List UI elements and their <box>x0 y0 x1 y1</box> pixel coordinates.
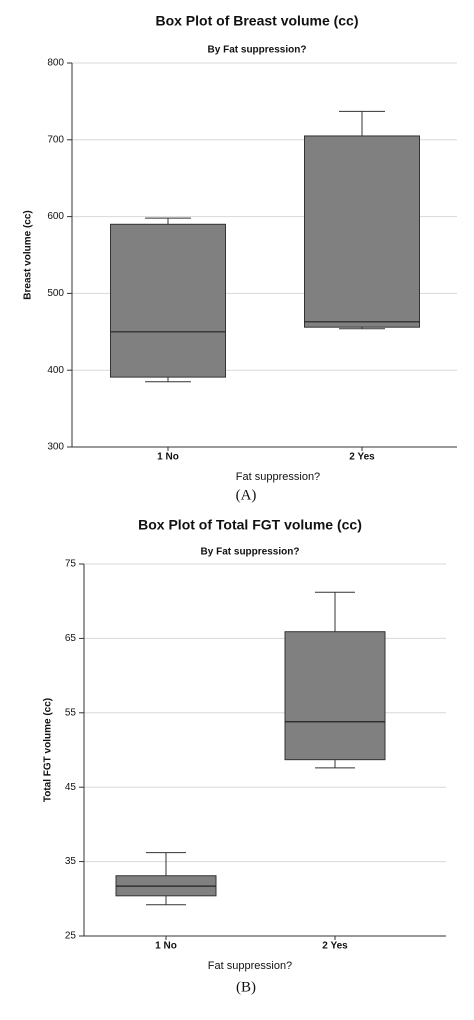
chart-title: Box Plot of Breast volume (cc) <box>155 13 358 29</box>
box <box>304 135 420 328</box>
x-tick-label: 2 Yes <box>322 941 348 952</box>
y-tick-label: 75 <box>65 559 77 570</box>
x-tick-label: 2 Yes <box>349 452 375 463</box>
y-tick-label: 800 <box>47 58 64 69</box>
y-tick-label: 35 <box>65 856 77 867</box>
x-axis-label: Fat suppression? <box>236 471 320 483</box>
chart-title: Box Plot of Total FGT volume (cc) <box>138 517 362 533</box>
y-axis-label: Breast volume (cc) <box>23 210 34 299</box>
x-tick-label: 1 No <box>157 452 179 463</box>
y-tick-label: 55 <box>65 707 77 718</box>
box <box>284 631 386 761</box>
y-tick-label: 25 <box>65 931 77 942</box>
y-tick-label: 600 <box>47 211 64 222</box>
chart-subtitle: By Fat suppression? <box>201 547 300 558</box>
y-axis-label: Total FGT volume (cc) <box>43 698 54 802</box>
y-tick-label: 300 <box>47 442 64 453</box>
y-tick-label: 700 <box>47 134 64 145</box>
caption: (B) <box>236 979 256 995</box>
x-axis-label: Fat suppression? <box>208 960 292 972</box>
caption: (A) <box>236 487 257 503</box>
y-tick-label: 400 <box>47 365 64 376</box>
chart-subtitle: By Fat suppression? <box>208 45 307 56</box>
box <box>110 223 226 378</box>
y-tick-label: 65 <box>65 633 77 644</box>
x-tick-label: 1 No <box>155 941 177 952</box>
y-tick-label: 45 <box>65 782 77 793</box>
y-tick-label: 500 <box>47 288 64 299</box>
